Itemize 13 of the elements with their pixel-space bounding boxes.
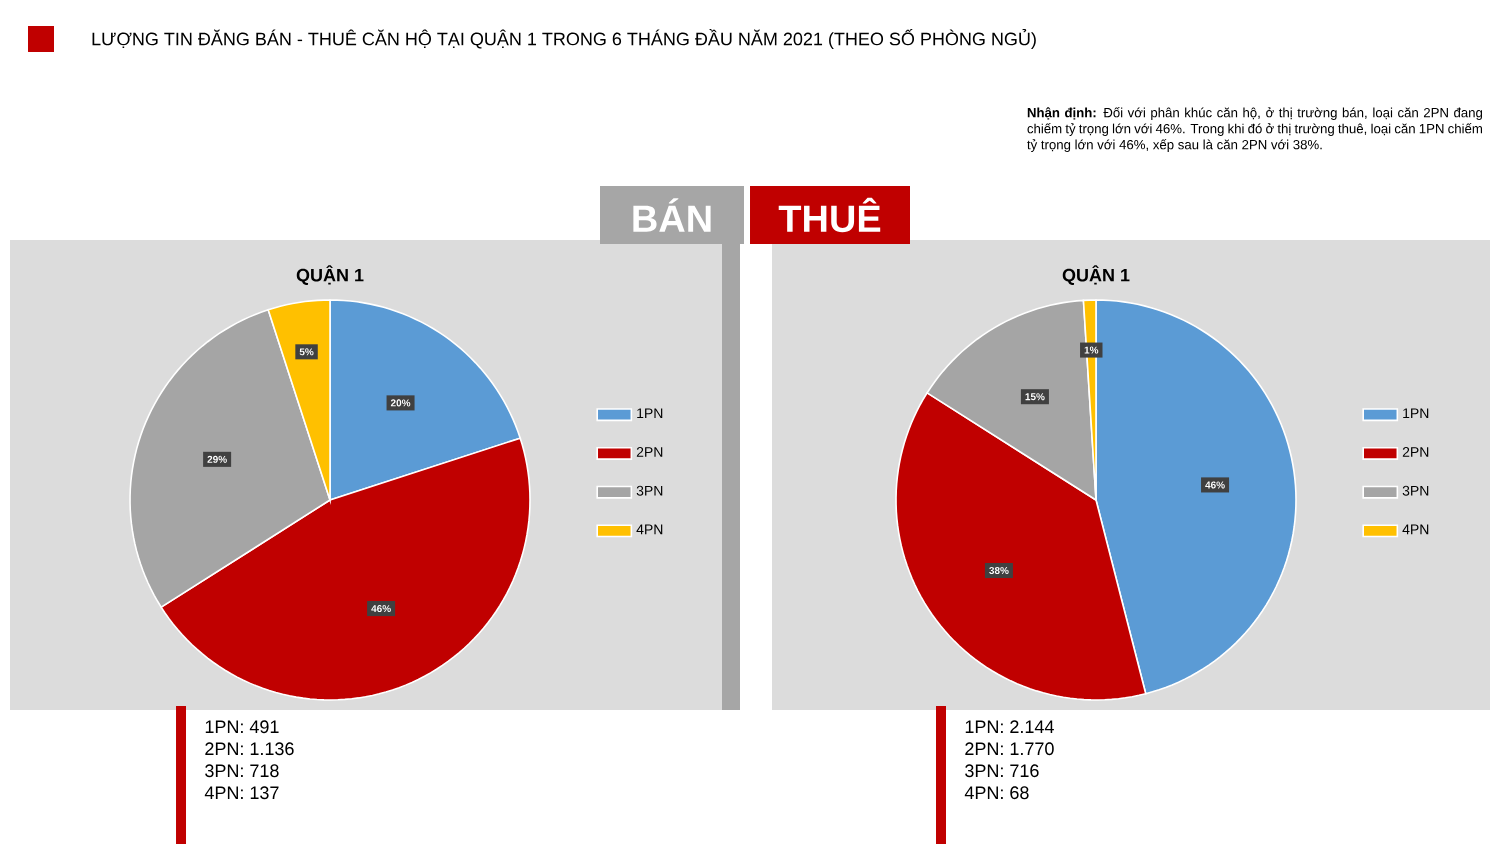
text: LƯỢNG TIN ĐĂNG BÁN - THUÊ CĂN HỘ TẠI QUẬN 1 TRONG 6 THÁNG ĐẦU NĂM 2021 (THEO SỐ PHÒNG NGỦ) <box>92 29 1036 49</box>
text: 3PN: 718 <box>205 764 279 778</box>
text: 1PN: 491 <box>205 720 279 734</box>
text: 1PN: 2.144 <box>965 720 1054 733</box>
chart-title: QUẬN 1 <box>1062 265 1130 285</box>
chart-subtitle: THUÊ <box>778 197 881 233</box>
chart-subtitle: BÁN <box>633 198 711 232</box>
chart-title: QUẬN 1 <box>296 265 364 285</box>
text: 3PN: 716 <box>965 764 1039 778</box>
text: 2PN: 1.136 <box>205 742 294 756</box>
text: 2PN: 1.770 <box>965 742 1054 756</box>
text: 4PN: 68 <box>964 786 1029 800</box>
text: 4PN: 137 <box>204 786 279 800</box>
